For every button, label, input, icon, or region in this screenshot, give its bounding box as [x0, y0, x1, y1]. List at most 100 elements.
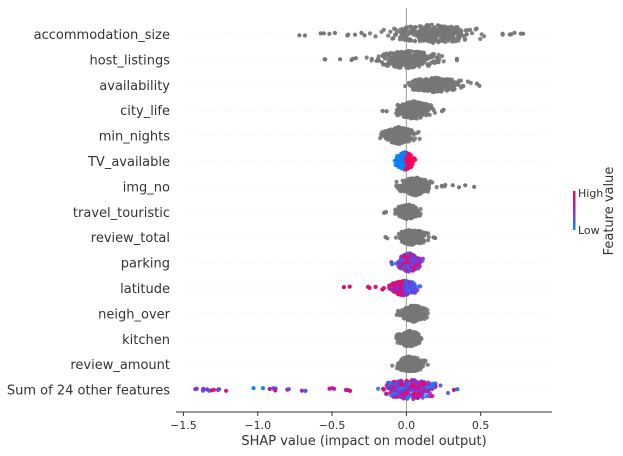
feature-label: min_nights: [99, 130, 170, 145]
shap-point: [413, 303, 418, 308]
shap-point: [406, 395, 411, 400]
shap-point: [379, 60, 385, 65]
shap-point: [384, 109, 389, 114]
shap-point: [394, 280, 399, 285]
shap-point: [379, 134, 384, 139]
shap-point: [389, 56, 394, 61]
colorbar-low-label: Low: [578, 224, 600, 237]
shap-point: [419, 365, 424, 370]
shap-point: [421, 78, 426, 83]
shap-point: [412, 49, 417, 54]
shap-point: [429, 385, 434, 390]
shap-point: [399, 230, 404, 235]
shap-point: [417, 391, 422, 397]
shap-point: [389, 393, 394, 398]
shap-point: [430, 35, 435, 40]
shap-point: [399, 59, 404, 64]
x-tick-label: −0.5: [319, 419, 346, 432]
shap-point: [438, 383, 443, 388]
shap-point: [465, 28, 470, 33]
feature-label: city_life: [120, 104, 170, 119]
shap-point: [425, 238, 431, 243]
shap-point: [260, 386, 266, 391]
shap-point: [426, 102, 431, 108]
feature-label: neigh_over: [98, 307, 170, 322]
shap-point: [402, 215, 407, 220]
shap-point: [451, 30, 456, 35]
shap-point: [403, 134, 408, 139]
shap-point: [409, 315, 414, 320]
shap-point: [407, 207, 413, 212]
shap-point: [411, 213, 416, 218]
shap-point: [425, 62, 430, 67]
shap-point: [385, 61, 390, 66]
shap-point: [436, 52, 441, 57]
shap-point: [414, 131, 420, 136]
shap-point: [456, 185, 462, 190]
shap-point: [374, 58, 379, 64]
shap-point: [422, 36, 427, 41]
beeswarm-points: [193, 22, 526, 402]
shap-point: [387, 52, 392, 57]
shap-point: [327, 31, 332, 36]
shap-point: [408, 210, 414, 215]
shap-point: [406, 288, 411, 293]
shap-point: [392, 128, 398, 133]
shap-point: [437, 79, 442, 84]
shap-point: [423, 177, 428, 183]
shap-point: [424, 394, 429, 399]
shap-point: [403, 390, 408, 395]
shap-point: [352, 32, 358, 37]
shap-point: [302, 33, 307, 38]
shap-point: [338, 57, 343, 62]
shap-point: [417, 24, 422, 29]
shap-point: [396, 140, 401, 145]
shap-point: [426, 23, 431, 28]
shap-point: [402, 282, 407, 287]
shap-point: [404, 378, 409, 384]
shap-point: [402, 332, 407, 338]
shap-point: [367, 31, 373, 36]
shap-point: [384, 383, 389, 388]
shap-point: [407, 182, 412, 187]
shap-point: [384, 391, 389, 397]
shap-point: [439, 54, 445, 59]
shap-point: [391, 36, 396, 41]
shap-point: [413, 104, 418, 109]
shap-point: [400, 156, 405, 161]
shap-point: [347, 388, 353, 393]
shap-point: [205, 387, 210, 392]
shap-point: [389, 60, 394, 65]
feature-label: latitude: [120, 282, 170, 297]
shap-point: [397, 332, 402, 337]
shap-point: [402, 61, 407, 66]
shap-point: [391, 385, 396, 390]
shap-point: [434, 34, 439, 39]
shap-point: [418, 337, 423, 342]
shap-point: [425, 385, 430, 390]
shap-point: [407, 31, 412, 36]
shap-point: [421, 360, 426, 365]
feature-label: review_amount: [70, 358, 170, 373]
shap-point: [420, 106, 425, 111]
shap-point: [417, 136, 422, 141]
shap-point: [397, 126, 402, 131]
shap-point: [416, 360, 422, 365]
shap-point: [400, 385, 405, 390]
shap-point: [407, 129, 412, 134]
shap-point: [404, 315, 409, 320]
shap-point: [406, 107, 411, 112]
shap-point: [448, 78, 453, 83]
shap-point: [318, 31, 323, 36]
shap-point: [462, 37, 467, 42]
row-guides: [190, 33, 548, 390]
shap-point: [404, 25, 409, 30]
feature-label: img_no: [123, 180, 170, 195]
shap-point: [441, 78, 446, 83]
shap-point: [410, 382, 415, 387]
shap-point: [430, 85, 435, 90]
feature-label: Sum of 24 other features: [7, 384, 170, 399]
shap-point: [417, 184, 422, 189]
shap-point: [429, 78, 434, 83]
